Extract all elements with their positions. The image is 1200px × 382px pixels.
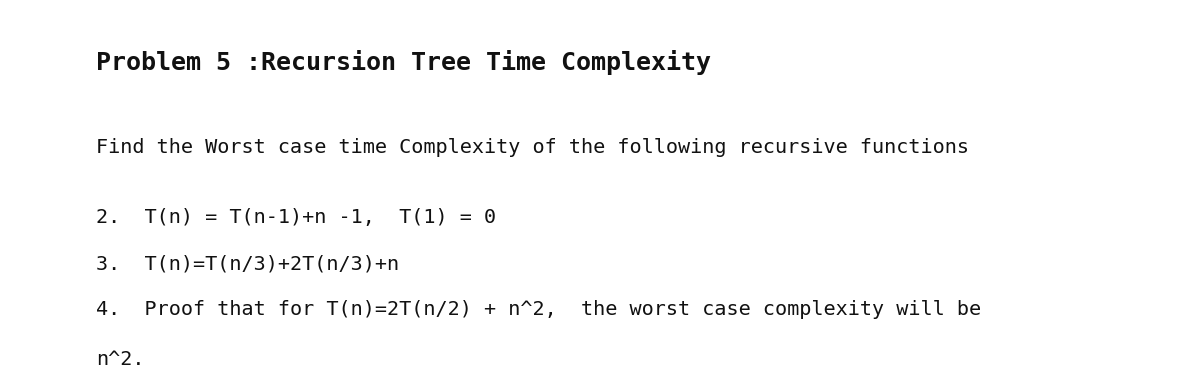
Text: 3.  T(n)=T(n/3)+2T(n/3)+n: 3. T(n)=T(n/3)+2T(n/3)+n: [96, 254, 400, 273]
Text: 4.  Proof that for T(n)=2T(n/2) + n^2,  the worst case complexity will be: 4. Proof that for T(n)=2T(n/2) + n^2, th…: [96, 300, 982, 319]
Text: 2.  T(n) = T(n-1)+n -1,  T(1) = 0: 2. T(n) = T(n-1)+n -1, T(1) = 0: [96, 208, 496, 227]
Text: Problem 5 :Recursion Tree Time Complexity: Problem 5 :Recursion Tree Time Complexit…: [96, 50, 710, 74]
Text: Find the Worst case time Complexity of the following recursive functions: Find the Worst case time Complexity of t…: [96, 138, 970, 157]
Text: n^2.: n^2.: [96, 350, 144, 369]
